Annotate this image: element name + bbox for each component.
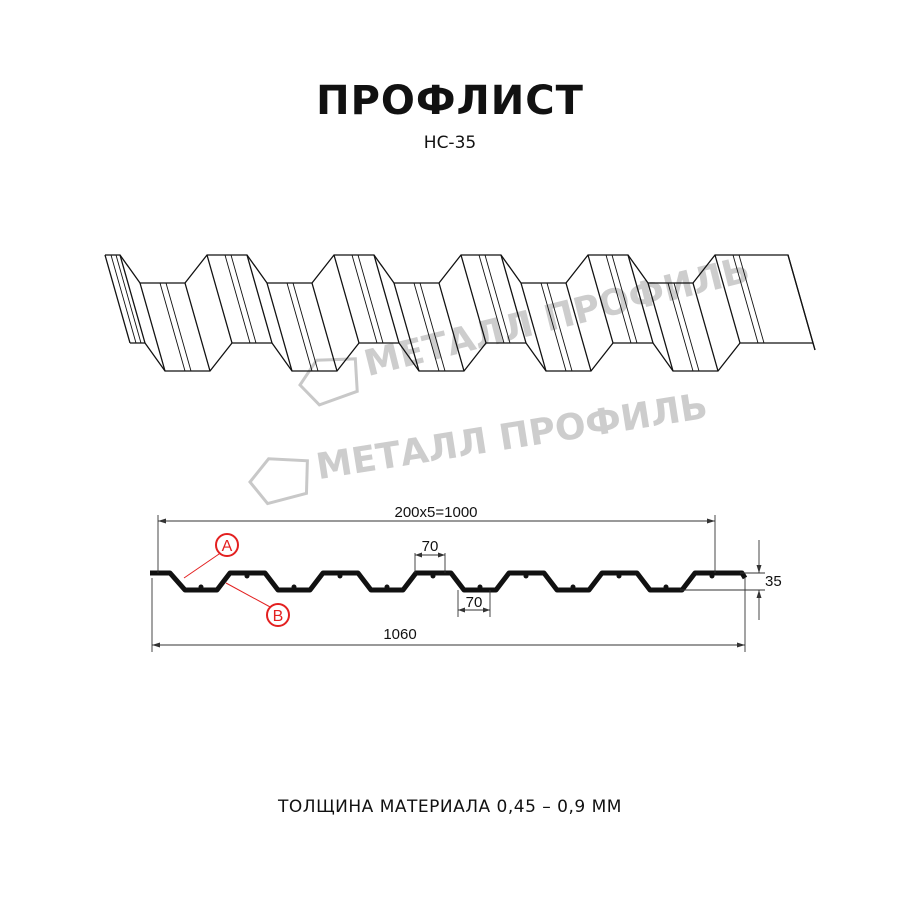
sheet-fold-line (266, 282, 293, 372)
svg-text:A: A (222, 538, 233, 555)
trough-stiffener (291, 584, 297, 590)
sheet-fold-line (184, 282, 211, 372)
dimension-trough-width: 70 (466, 594, 483, 611)
sheet-fold-line (565, 282, 592, 372)
crest-stiffener (616, 573, 622, 579)
dimension-arrows (152, 518, 762, 648)
profile-line (150, 570, 748, 593)
sheet-fold-line (460, 254, 487, 344)
sheet-fold-line (119, 254, 146, 344)
crest-stiffener-line (230, 254, 257, 344)
watermark-bottom: МЕТАЛЛ ПРОФИЛЬ (248, 386, 710, 506)
sheet-fold-line (500, 254, 527, 344)
trough-stiffener-line (419, 282, 446, 372)
page-title: ПРОФЛИСТ (316, 78, 584, 124)
callout-b: B (225, 582, 290, 627)
svg-text:B: B (273, 608, 284, 625)
model-subtitle: НС-35 (423, 133, 477, 153)
trough-stiffener (384, 584, 390, 590)
crest-stiffener (244, 573, 250, 579)
crest-stiffener (430, 573, 436, 579)
trough-stiffener-line (286, 282, 313, 372)
dimension-total-width: 1060 (383, 626, 416, 643)
trough-stiffener (198, 584, 204, 590)
trough-stiffener-line (165, 282, 192, 372)
trough-stiffener-line (292, 282, 319, 372)
sheet-fold-line (206, 254, 233, 344)
crest-stiffener-line (478, 254, 505, 344)
sheet-fold-line (139, 282, 166, 372)
isometric-sheet-drawing (104, 254, 816, 372)
dimension-lines (151, 515, 765, 652)
trough-stiffener (570, 584, 576, 590)
sheet-fold-line (438, 282, 465, 372)
crest-stiffener-line (605, 254, 632, 344)
dimension-height: 35 (765, 573, 782, 590)
material-thickness-note: ТОЛЩИНА МАТЕРИАЛА 0,45 – 0,9 ММ (278, 797, 622, 817)
crest-stiffener-line (357, 254, 384, 344)
trough-stiffener-line (413, 282, 440, 372)
crest-stiffener-line (738, 254, 765, 344)
edge-stiffener-line (115, 254, 142, 344)
crest-stiffener-line (224, 254, 251, 344)
crest-stiffener-line (732, 254, 759, 344)
trough-stiffener (663, 584, 669, 590)
sheet-fold-line (104, 254, 131, 344)
sheet-fold-line (647, 282, 674, 372)
sheet-fold-line (373, 254, 400, 344)
trough-stiffener-line (667, 282, 694, 372)
crest-stiffener-line (611, 254, 638, 344)
trough-stiffener-line (159, 282, 186, 372)
sheet-fold-line (714, 254, 741, 344)
trough-stiffener (477, 584, 483, 590)
sheet-fold-line (692, 282, 719, 372)
sheet-fold-line (393, 282, 420, 372)
crest-stiffener-line (351, 254, 378, 344)
trough-stiffener-line (540, 282, 567, 372)
sheet-fold-line (311, 282, 338, 372)
crest-stiffener (709, 573, 715, 579)
callout-a: A (183, 533, 239, 579)
dimension-crest-width: 70 (422, 538, 439, 555)
sheet-fold-line (246, 254, 273, 344)
sheet-fold-line (333, 254, 360, 344)
svg-text:МЕТАЛЛ ПРОФИЛЬ: МЕТАЛЛ ПРОФИЛЬ (313, 386, 710, 488)
edge-stiffener-line (110, 254, 137, 344)
trough-stiffener-line (546, 282, 573, 372)
cross-section-profile (150, 570, 748, 593)
dimension-pitch-total: 200x5=1000 (395, 504, 478, 521)
crest-stiffener (523, 573, 529, 579)
sheet-fold-line (520, 282, 547, 372)
trough-stiffener-line (673, 282, 700, 372)
sheet-fold-line (587, 254, 614, 344)
sheet-fold-line (789, 261, 816, 351)
crest-stiffener-line (484, 254, 511, 344)
sheet-fold-line (627, 254, 654, 344)
crest-stiffener (337, 573, 343, 579)
